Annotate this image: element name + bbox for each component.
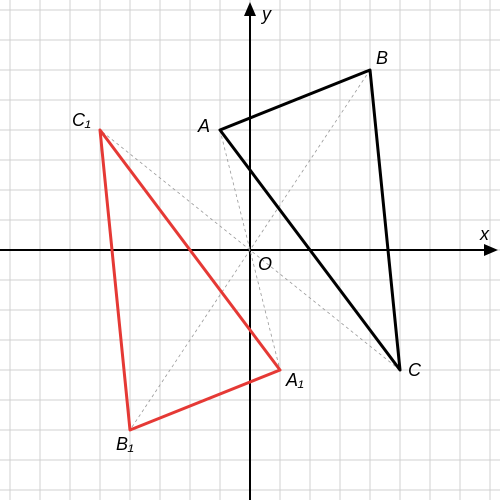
y-axis-label: y: [260, 4, 272, 24]
diagram-container: A B C A₁ B₁ C₁ x y O: [0, 0, 500, 500]
label-B1: B₁: [116, 434, 134, 454]
coordinate-diagram: A B C A₁ B₁ C₁ x y O: [0, 0, 500, 500]
label-C: C: [408, 360, 422, 380]
label-A1: A₁: [285, 370, 304, 390]
label-A: A: [197, 116, 210, 136]
label-B: B: [376, 48, 388, 68]
label-C1: C₁: [72, 110, 91, 130]
x-axis-label: x: [479, 224, 490, 244]
origin-label: O: [258, 254, 272, 274]
